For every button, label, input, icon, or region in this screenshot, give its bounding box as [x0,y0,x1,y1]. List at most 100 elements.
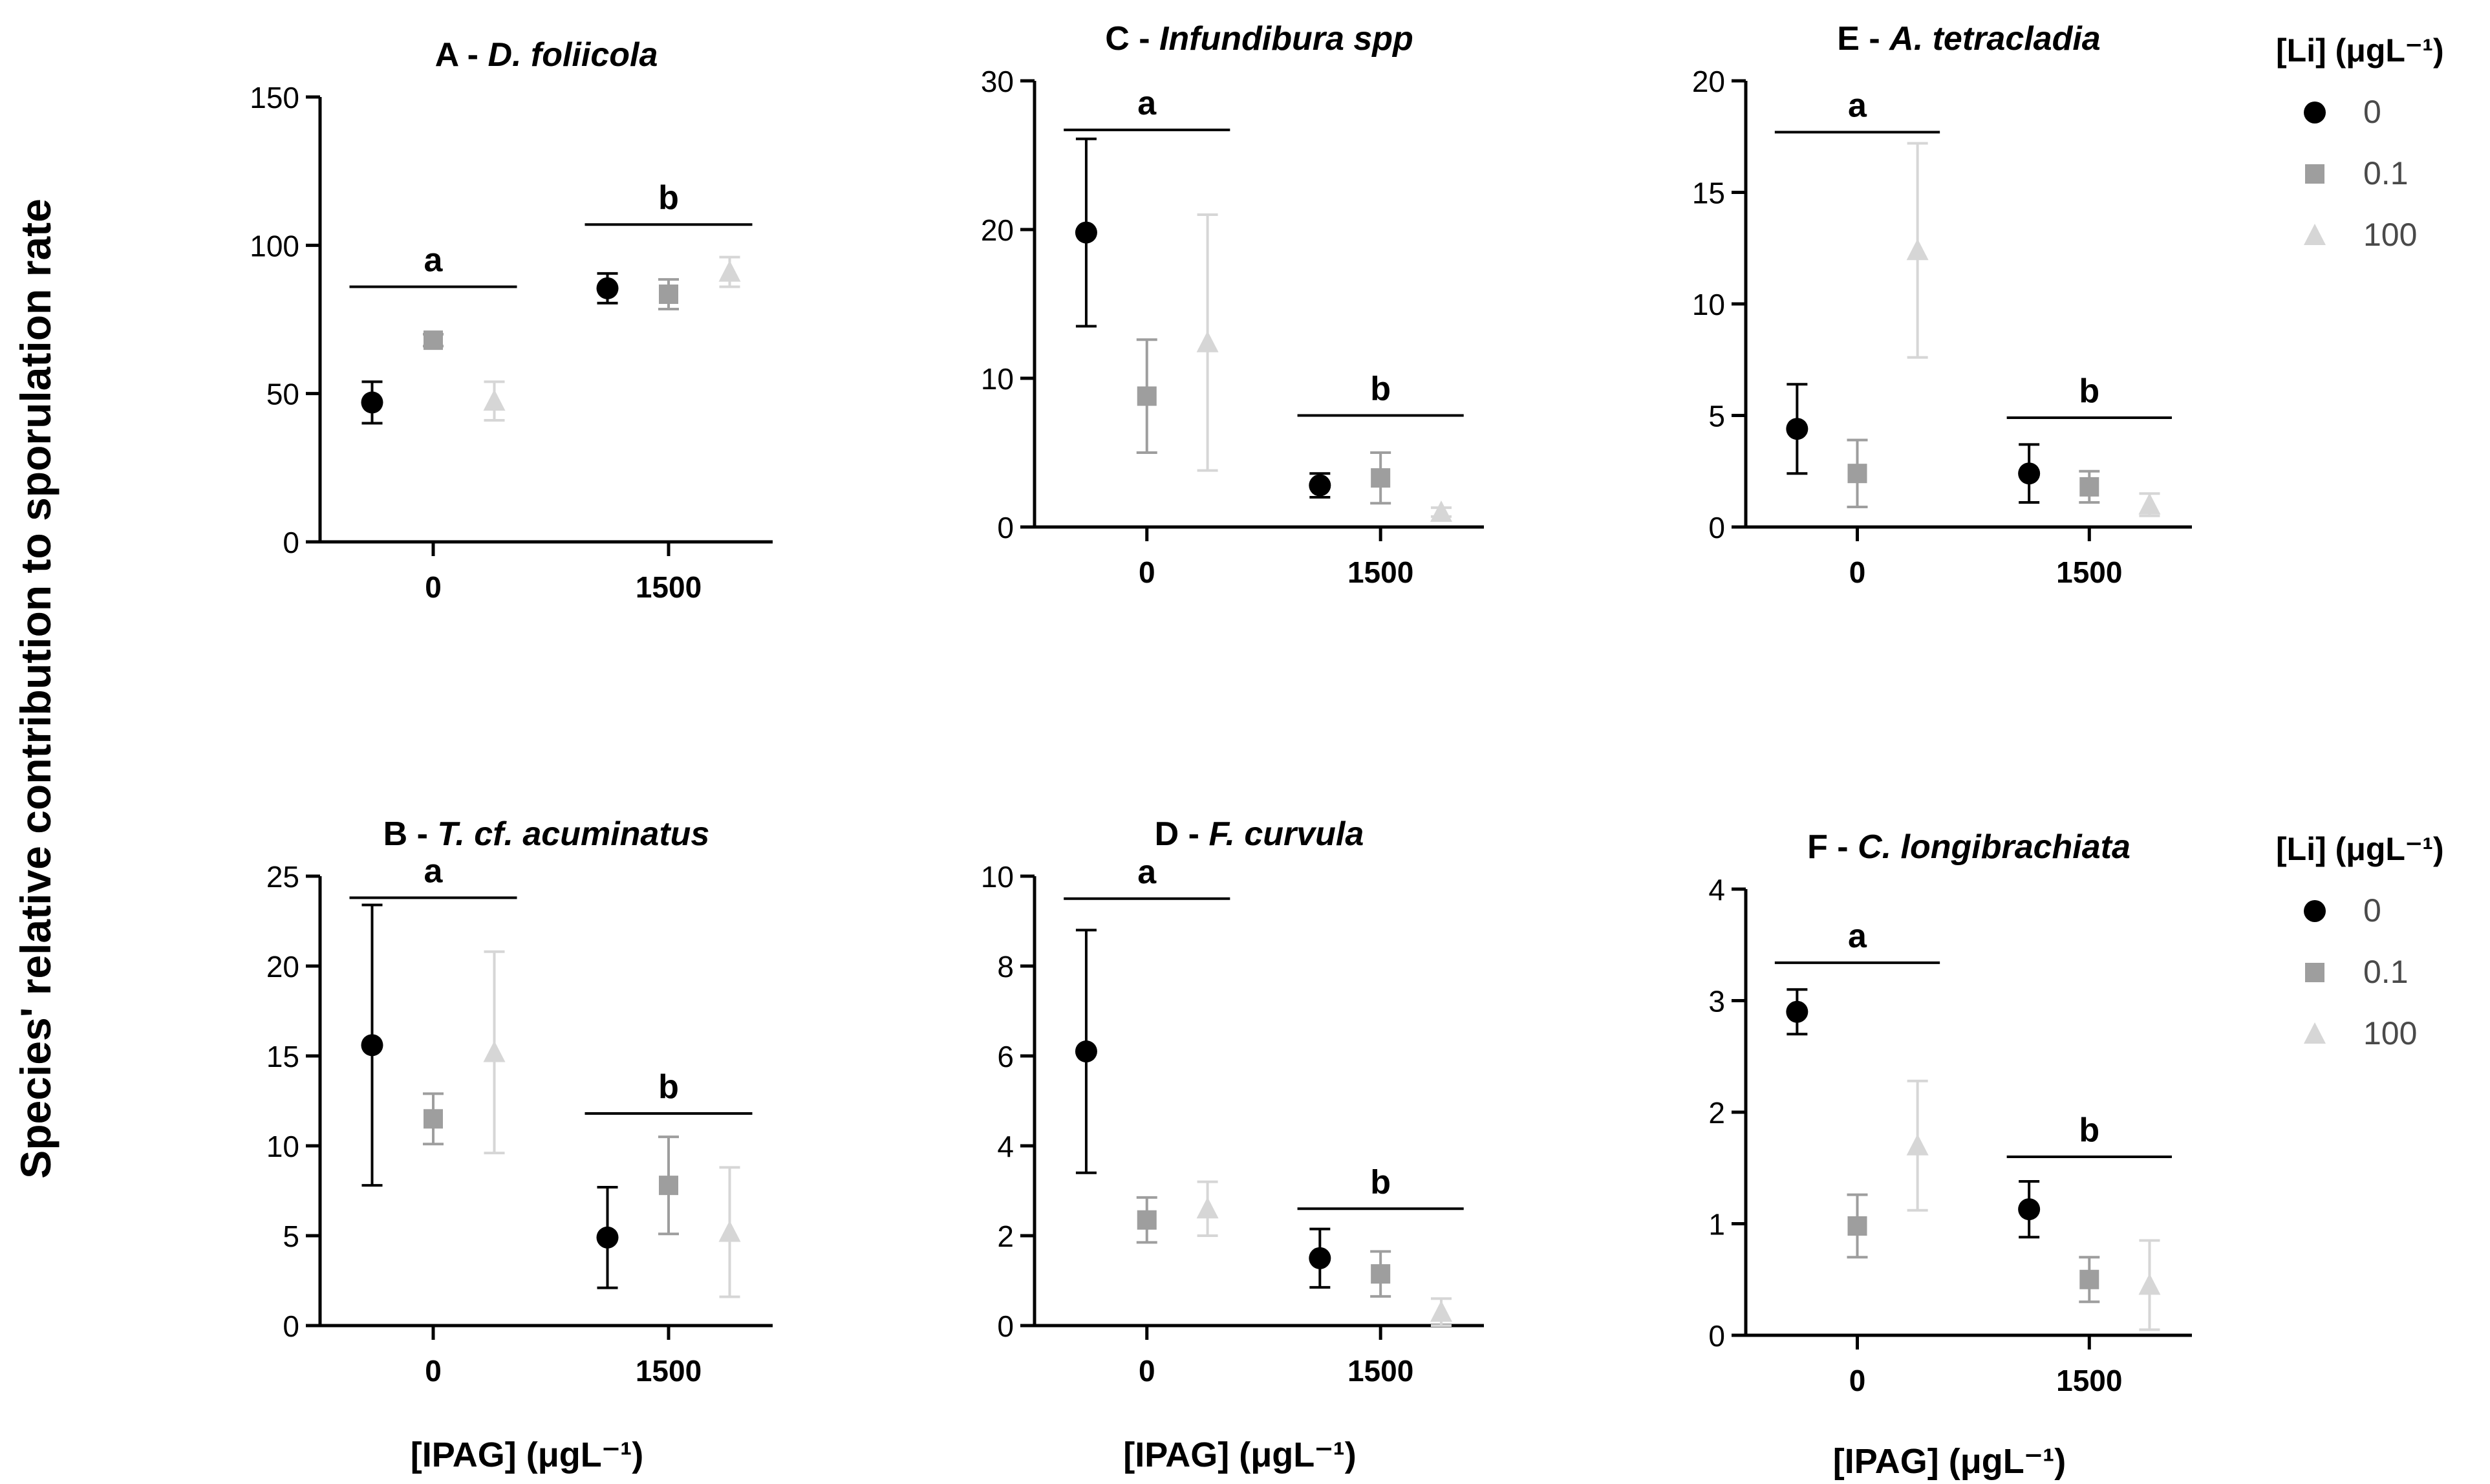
marker-triangle [718,260,741,282]
panel-d: D - F. curvula 0 2 4 6 8 10 0 1500 a b [981,815,1484,1388]
x-tick-label: 0 [425,1354,442,1388]
x-tick-label: 0 [1849,555,1866,589]
legend-title: [Li] (μgL⁻¹) [2276,32,2444,69]
data-point-0-1-0 [1136,338,1157,454]
data-point-100-1500 [1430,1297,1452,1327]
significance-label: a [1848,918,1867,955]
y-tick-label: 50 [266,378,299,411]
data-point-0-0 [361,380,383,425]
data-point-0-0 [1786,988,1808,1036]
legend-title: [Li] (μgL⁻¹) [2276,831,2444,867]
significance-label: a [1137,854,1157,891]
significance-label: a [1848,87,1867,124]
y-tick-label: 0 [997,511,1014,544]
x-tick-label: 1500 [636,570,702,604]
y-tick-label: 8 [997,950,1014,984]
x-tick-label: 0 [1139,555,1155,589]
marker-square [1137,386,1157,406]
legend-label: 0 [2363,892,2381,929]
legend-label: 100 [2363,217,2417,253]
marker-circle [1075,1040,1097,1063]
data-point-0-1-1500 [658,278,679,310]
marker-square [1847,464,1867,484]
data-point-100-1500 [2138,1239,2161,1331]
marker-circle [1309,1247,1331,1269]
significance-label: b [658,1068,679,1106]
marker-circle [361,391,383,414]
significance-label: a [424,242,444,279]
panel-title-prefix: E - [1837,20,1889,58]
marker-square [1371,1264,1391,1284]
data-point-0-1-0 [423,1092,444,1146]
x-tick-label: 0 [1849,1364,1866,1397]
legend-marker-square [2305,963,2324,982]
marker-circle [2018,1198,2041,1221]
data-point-0-1-0 [423,330,444,350]
legend-marker-triangle [2304,1022,2326,1044]
data-point-0-1-1500 [2079,1256,2100,1304]
panel-title: E - A. tetracladia [1837,20,2100,58]
x-tick-label: 1500 [2056,555,2122,589]
legend-label: 100 [2363,1015,2417,1051]
significance-label: a [1137,85,1157,122]
y-tick-label: 15 [266,1040,299,1073]
marker-circle [361,1034,383,1057]
panel-b: B - T. cf. acuminatus 0 5 10 15 20 25 0 1500 a b [266,815,773,1388]
panel-title-prefix: F - [1807,828,1858,866]
y-tick-label: 0 [283,1309,299,1343]
data-point-100-0 [1196,213,1219,472]
y-tick-label: 20 [266,950,299,984]
significance-label: a [424,852,444,890]
y-tick-label: 25 [266,860,299,894]
x-tick-label: 0 [425,570,442,604]
y-tick-label: 3 [1708,985,1725,1018]
marker-square [1371,468,1391,488]
data-point-0-0 [1786,383,1808,475]
x-tick-label: 1500 [1347,555,1413,589]
marker-triangle [1430,1300,1452,1322]
y-tick-label: 4 [1708,873,1725,907]
y-tick-label: 30 [981,65,1014,98]
data-point-0-0 [1075,929,1097,1174]
legend-label: 0.1 [2363,954,2409,990]
significance-label: b [658,179,679,217]
marker-circle [596,277,619,299]
marker-triangle [1196,330,1219,352]
marker-triangle [718,1220,741,1242]
y-tick-label: 0 [283,526,299,559]
marker-square [1137,1210,1157,1230]
marker-triangle [2138,493,2161,515]
data-point-0-1-1500 [2079,469,2100,504]
legend-marker-triangle [2304,224,2326,245]
y-tick-label: 4 [997,1130,1014,1163]
marker-circle [1309,474,1331,497]
legend-1: [Li] (μgL⁻¹) 0 0.1 100 [2276,32,2444,253]
significance-label: b [1370,371,1391,408]
panel-title-prefix: B - [383,815,438,853]
panel-title-prefix: C - [1105,20,1159,58]
panel-title-prefix: D - [1155,815,1209,853]
data-point-0-1500 [596,1185,619,1289]
panel-title-species: F. curvula [1208,815,1364,853]
y-tick-label: 5 [1708,400,1725,433]
y-tick-label: 5 [283,1220,299,1253]
data-point-0-1-1500 [658,1135,679,1236]
marker-triangle [1196,1197,1219,1219]
data-point-100-1500 [2138,492,2161,517]
data-point-0-1-0 [1136,1196,1157,1244]
marker-triangle [2138,1273,2161,1295]
x-tick-label: 0 [1139,1354,1155,1388]
x-axis-title: [IPAG] (μgL⁻¹) [1123,1436,1356,1474]
y-tick-label: 2 [997,1220,1014,1253]
y-tick-label: 1 [1708,1208,1725,1242]
y-tick-label: 100 [250,229,299,263]
data-point-0-0 [1075,137,1097,328]
marker-circle [596,1226,619,1249]
y-tick-label: 10 [981,362,1014,396]
marker-square [659,1176,678,1196]
panel-title: B - T. cf. acuminatus [383,815,710,853]
figure-y-axis-label: Species' relative contribution to sporul… [12,199,59,1179]
x-tick-label: 1500 [636,1354,702,1388]
panel-title-species: A. tetracladia [1888,20,2101,58]
